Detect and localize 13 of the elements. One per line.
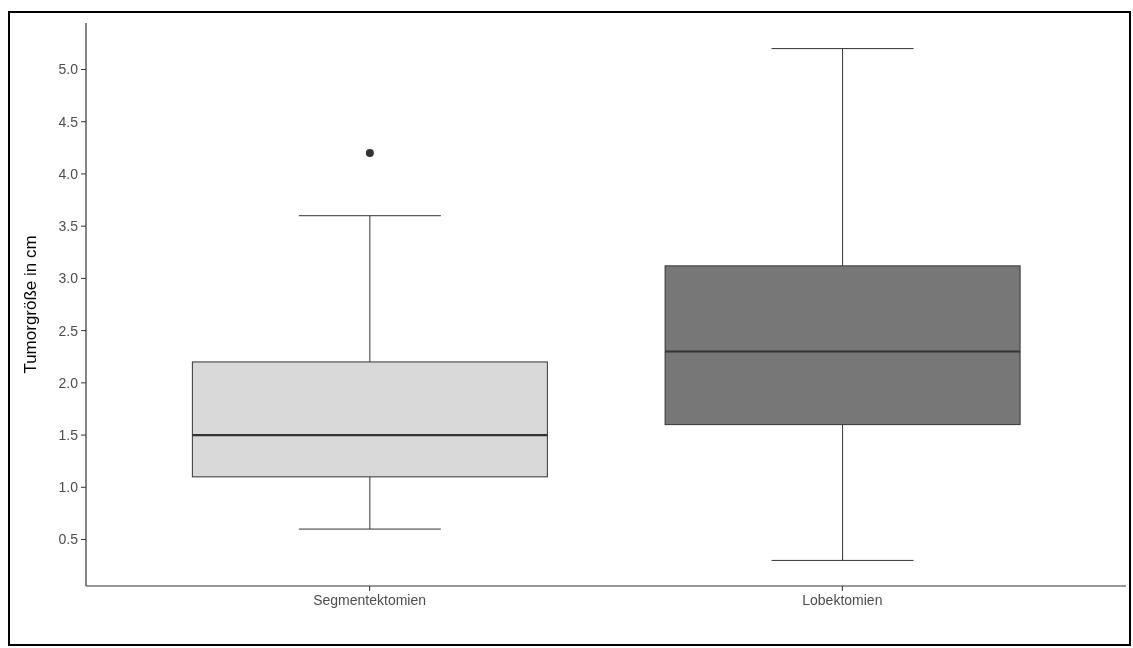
y-tick-label: 1.0: [58, 479, 79, 496]
y-tick-label: 2.0: [58, 374, 79, 391]
x-tick-label: Segmentektomien: [313, 591, 427, 608]
y-tick-label: 4.5: [58, 113, 79, 130]
y-tick-label: 1.5: [58, 427, 79, 444]
y-tick-label: 4.0: [58, 165, 79, 182]
y-tick-label: 3.5: [58, 218, 79, 235]
y-tick-label: 2.5: [58, 322, 79, 339]
x-tick-label: Lobektomien: [802, 591, 883, 608]
y-tick-label: 3.0: [58, 270, 79, 287]
y-axis-title: Tumorgröße in cm: [20, 235, 40, 374]
y-tick-label: 5.0: [58, 61, 79, 78]
y-tick-label: 0.5: [58, 531, 79, 548]
